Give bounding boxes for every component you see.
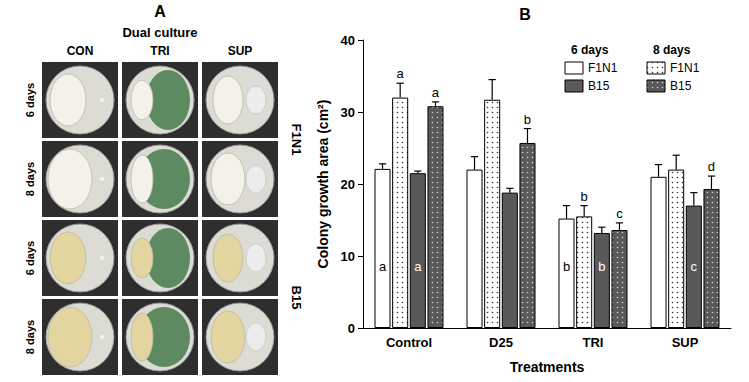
svg-text:c: c [691,259,698,274]
svg-text:a: a [379,259,387,274]
svg-text:D25: D25 [489,335,513,350]
svg-text:6 days: 6 days [24,83,36,117]
svg-text:Control: Control [386,335,432,350]
svg-text:B15: B15 [670,79,692,93]
svg-text:30: 30 [341,105,355,120]
svg-text:6 days: 6 days [571,43,609,57]
svg-text:8 days: 8 days [653,43,691,57]
svg-text:SUP: SUP [228,44,253,58]
svg-text:TRI: TRI [150,44,169,58]
svg-text:A: A [154,3,166,20]
svg-text:F1N1: F1N1 [289,124,304,156]
svg-text:8 days: 8 days [24,162,36,196]
svg-text:SUP: SUP [672,335,699,350]
svg-text:b: b [524,112,531,127]
svg-text:8 days: 8 days [24,320,36,354]
svg-text:10: 10 [341,249,355,264]
svg-text:a: a [397,66,405,81]
svg-text:a: a [432,85,440,100]
svg-text:Dual culture: Dual culture [122,25,197,40]
svg-text:a: a [414,259,422,274]
svg-text:b: b [598,259,605,274]
svg-text:CON: CON [67,44,94,58]
svg-text:B15: B15 [289,286,304,310]
svg-text:F1N1: F1N1 [588,61,618,75]
svg-text:b: b [581,189,588,204]
svg-text:0: 0 [348,321,355,336]
svg-text:TRI: TRI [583,335,604,350]
svg-text:B: B [519,6,531,23]
svg-text:20: 20 [341,177,355,192]
svg-text:6 days: 6 days [24,241,36,275]
svg-text:40: 40 [341,33,355,48]
svg-text:c: c [616,206,623,221]
svg-text:B15: B15 [588,79,610,93]
svg-text:F1N1: F1N1 [670,61,700,75]
svg-text:d: d [708,159,715,174]
svg-text:Treatments: Treatments [510,359,585,375]
svg-text:b: b [563,259,570,274]
svg-text:Colony growth area (cm²): Colony growth area (cm²) [315,100,331,269]
